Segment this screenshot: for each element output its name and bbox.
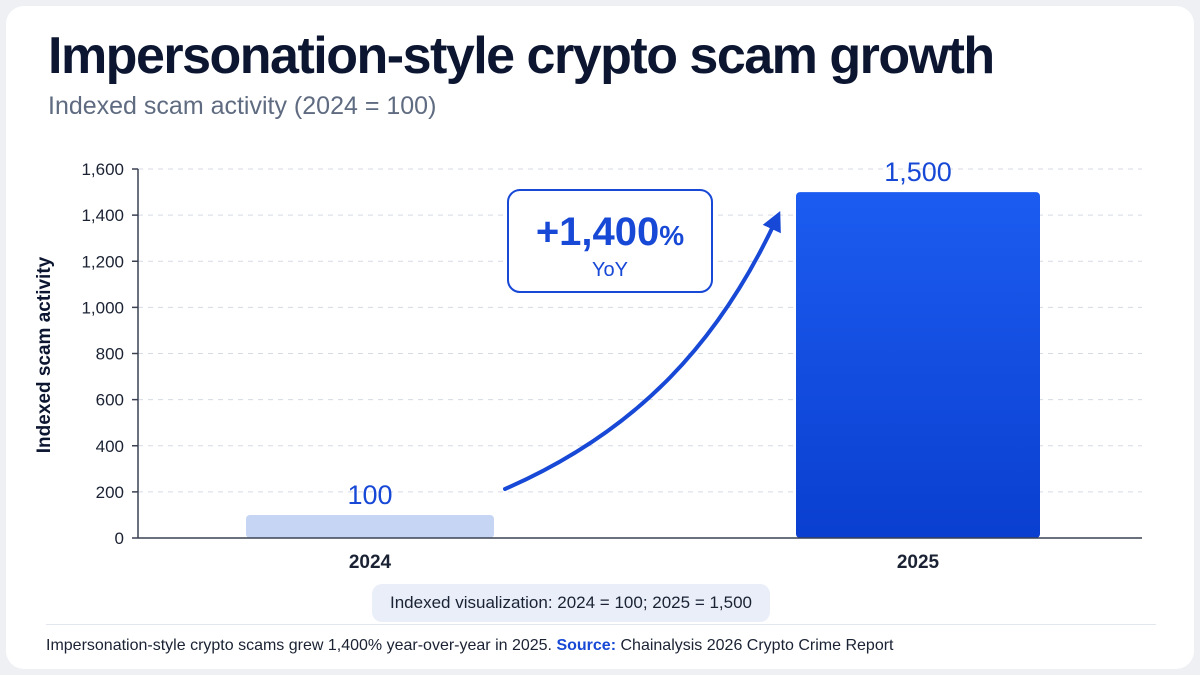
footer-source-label: Source: <box>556 637 617 654</box>
y-tick-label: 0 <box>115 529 124 548</box>
x-tick-label: 2025 <box>897 552 940 573</box>
svg-text:+1,400%: +1,400% <box>536 210 684 254</box>
yoy-period: YoY <box>592 259 628 281</box>
yoy-value: +1,400 <box>536 210 659 254</box>
chart-title: Impersonation-style crypto scam growth <box>48 27 995 85</box>
bar-2024 <box>246 514 494 538</box>
y-tick-label: 400 <box>96 437 124 456</box>
chart-subtitle: Indexed scam activity (2024 = 100) <box>48 92 437 120</box>
growth-arrow <box>503 210 781 491</box>
bar-value-label: 1,500 <box>884 157 952 187</box>
y-tick-label: 600 <box>96 391 124 410</box>
y-tick-label: 1,600 <box>81 160 124 179</box>
y-tick-label: 1,200 <box>81 252 124 271</box>
yoy-callout: +1,400% YoY <box>507 189 713 293</box>
bar-value-label: 100 <box>347 480 392 510</box>
note-pill: Indexed visualization: 2024 = 100; 2025 … <box>372 584 771 622</box>
y-tick-label: 1,000 <box>81 298 124 317</box>
yoy-callout-box <box>507 189 713 293</box>
yoy-percent: % <box>659 220 684 251</box>
footer-divider <box>46 624 1156 625</box>
x-tick-label: 2024 <box>349 552 392 573</box>
footer-text: Impersonation-style crypto scams grew 1,… <box>46 637 552 654</box>
footer-source: Chainalysis 2026 Crypto Crime Report <box>620 637 894 654</box>
footer: Impersonation-style crypto scams grew 1,… <box>46 637 893 655</box>
y-tick-label: 800 <box>96 345 124 364</box>
y-tick-label: 200 <box>96 483 124 502</box>
y-axis-label: Indexed scam activity <box>34 256 55 453</box>
bar-2025 <box>796 192 1040 538</box>
y-tick-label: 1,400 <box>81 206 124 225</box>
